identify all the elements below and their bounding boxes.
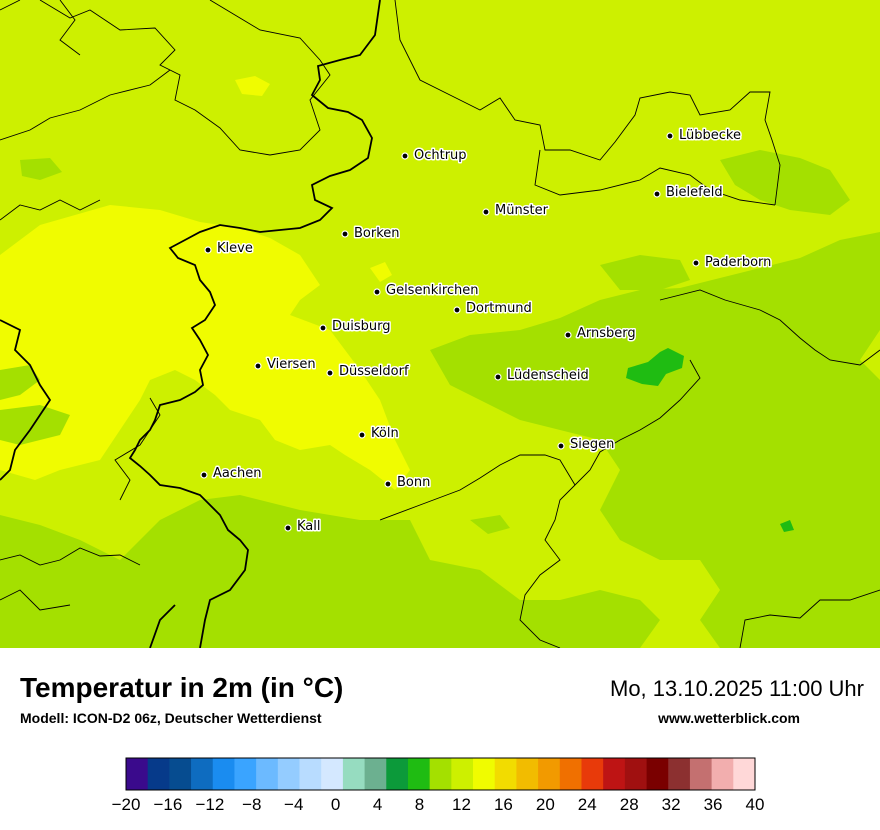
city-label: Bonn [397,475,430,490]
city-marker-ochtrup[interactable]: Ochtrup [401,147,468,165]
legend-tick-label: 32 [662,795,681,814]
city-marker-dortmund[interactable]: Dortmund [453,300,533,318]
city-marker-gelsenkirchen[interactable]: Gelsenkirchen [373,282,480,300]
city-label: Dortmund [466,301,532,316]
city-marker-bonn[interactable]: Bonn [384,474,432,492]
legend-bin [473,758,496,790]
city-label: Lübbecke [679,128,741,143]
legend-bin [516,758,539,790]
legend-bin [689,758,713,790]
city-marker-viersen[interactable]: Viersen [254,356,317,374]
legend-frame [125,757,756,791]
model-info: Modell: ICON-D2 06z, Deutscher Wetterdie… [20,710,322,726]
city-label: Duisburg [332,319,391,334]
city-marker-paderborn[interactable]: Paderborn [692,254,773,272]
city-label: Borken [354,226,400,241]
state-borders [0,0,880,648]
cool-zones [0,150,880,648]
legend-bin [711,758,734,790]
map-title: Temperatur in 2m (in °C) [20,672,344,703]
legend-bin [624,758,647,790]
city-label: Aachen [213,466,261,481]
legend-tick-label: 16 [494,795,513,814]
legend-tick-label: 24 [578,795,597,814]
legend-tick-label: 8 [415,795,424,814]
city-marker-duisburg[interactable]: Duisburg [319,318,392,336]
city-marker-arnsberg[interactable]: Arnsberg [564,325,637,343]
legend-tick-label: 28 [620,795,639,814]
city-label: Kall [297,519,321,534]
legend-bin [646,758,669,790]
legend-tick-label: 12 [452,795,471,814]
city-marker-bielefeld[interactable]: Bielefeld [653,184,724,202]
legend-bin [668,758,691,790]
city-label: Münster [495,203,549,218]
city-label: Viersen [267,357,316,372]
temperature-map[interactable]: Lübbecke Ochtrup Bielefeld Münster Borke… [0,0,880,648]
legend-bin [342,758,365,790]
legend-bin [538,758,561,790]
legend-bin [126,758,149,790]
city-marker-kleve[interactable]: Kleve [204,240,254,258]
legend-bin [386,758,409,790]
legend-bin [147,758,170,790]
legend-tick-label: −8 [242,795,261,814]
national-borders [0,0,381,648]
legend-bin [559,758,582,790]
legend-tick-label: −4 [284,795,303,814]
city-label: Paderborn [705,255,771,270]
legend-bin [234,758,257,790]
legend-tick-label: 36 [704,795,723,814]
legend-tick-label: 20 [536,795,555,814]
legend-bin [212,758,235,790]
footer: Temperatur in 2m (in °C) Modell: ICON-D2… [0,648,880,830]
legend-bin [603,758,626,790]
legend-bin [494,758,517,790]
city-marker-kall[interactable]: Kall [284,518,322,536]
legend-tick-label: −16 [154,795,183,814]
city-label: Ochtrup [414,148,467,163]
city-marker-aachen[interactable]: Aachen [200,465,263,483]
legend-bin [581,758,604,790]
legend-ticks: −20 −16 −12 −8 −4 0 4 8 12 16 20 24 28 32 36 40 [112,795,765,814]
city-label: Köln [371,426,399,441]
city-layer: Lübbecke Ochtrup Bielefeld Münster Borke… [200,127,773,536]
legend-bin [407,758,431,790]
city-marker-siegen[interactable]: Siegen [557,436,616,454]
city-label: Bielefeld [666,185,723,200]
legend-tick-label: 40 [746,795,765,814]
legend-bin [256,758,279,790]
city-marker-koeln[interactable]: Köln [358,425,400,443]
city-label: Arnsberg [577,326,636,341]
city-marker-borken[interactable]: Borken [341,225,401,243]
cold-spots [626,348,794,532]
legend-bin [733,758,756,790]
city-label: Lüdenscheid [507,368,589,383]
legend-bin [429,758,452,790]
legend-tick-label: 4 [373,795,382,814]
city-label: Kleve [217,241,253,256]
city-marker-duesseldorf[interactable]: Düsseldorf [326,363,410,381]
legend-bin [277,758,300,790]
city-marker-muenster[interactable]: Münster [482,202,550,220]
legend-bins [125,757,756,791]
color-legend: −20 −16 −12 −8 −4 0 4 8 12 16 20 24 28 32 36 40 [112,757,765,814]
city-marker-luebbecke[interactable]: Lübbecke [666,127,742,145]
city-label: Düsseldorf [339,364,409,379]
legend-tick-label: −12 [195,795,224,814]
legend-bin [451,758,474,790]
city-marker-luedenscheid[interactable]: Lüdenscheid [494,367,590,385]
city-label: Gelsenkirchen [386,283,479,298]
legend-tick-label: −20 [112,795,141,814]
city-label: Siegen [570,437,614,452]
legend-bin [169,758,192,790]
legend-bin [191,758,214,790]
website-link[interactable]: www.wetterblick.com [658,710,800,726]
legend-bin [364,758,387,790]
forecast-datetime: Mo, 13.10.2025 11:00 Uhr [610,676,864,701]
legend-tick-label: 0 [331,795,340,814]
legend-bin [321,758,344,790]
legend-bin [299,758,322,790]
